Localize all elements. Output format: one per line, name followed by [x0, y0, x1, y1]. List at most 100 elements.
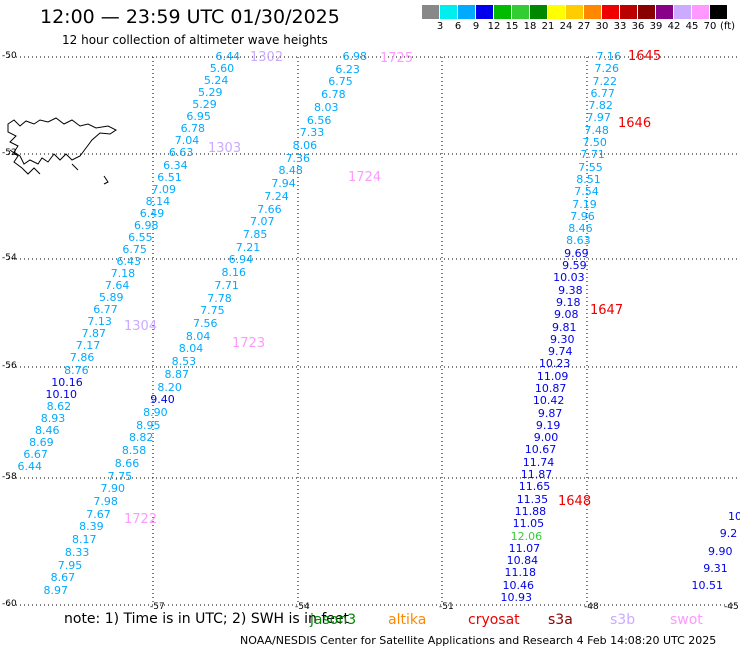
wave-height-value: 8.39	[79, 520, 104, 534]
scale-swatch	[692, 5, 709, 19]
wave-height-value: 10.10	[45, 387, 77, 401]
scale-label: 70	[703, 21, 717, 32]
wave-height-value: 6.77	[590, 86, 615, 100]
scale-swatch	[476, 5, 493, 19]
wave-height-value: 7.78	[207, 291, 232, 305]
pass-time-label: 1647	[590, 303, 624, 318]
wave-height-value: 10.46	[502, 578, 535, 592]
wave-height-value: 8.87	[164, 367, 190, 381]
wave-height-value: 8.06	[292, 139, 318, 152]
wave-height-value: 5.24	[203, 74, 229, 88]
scale-label: 33	[613, 21, 627, 32]
wave-height-value: 10.84	[506, 554, 539, 568]
wave-height-value: 7.13	[87, 315, 112, 329]
wave-height-value: 11.35	[516, 492, 549, 506]
scale-label: 9	[472, 21, 480, 32]
lon-label: -48	[584, 602, 599, 612]
wave-height-value: 7.56	[193, 317, 218, 330]
wave-height-value: 7.21	[235, 240, 261, 254]
wave-height-value: 8.48	[278, 164, 303, 178]
legend-jason3: jason3	[310, 612, 357, 628]
lon-label: -57	[150, 602, 165, 612]
wave-height-value: 8.66	[114, 456, 140, 470]
scale-swatch	[422, 5, 439, 19]
wave-height-value: 7.18	[110, 267, 136, 281]
pass-time-label: 1303	[208, 141, 242, 156]
scale-label: 3	[436, 21, 444, 32]
wave-height-value: 11.18	[504, 566, 537, 580]
wave-height-value: 10.42	[532, 394, 565, 408]
scale-label: 24	[559, 21, 573, 32]
wave-height-value: 9.30	[549, 332, 575, 346]
wave-height-value: 7.24	[264, 189, 289, 203]
wave-height-value: 11.88	[514, 504, 547, 518]
wave-height-value: 8.95	[136, 418, 161, 432]
wave-height-value: 11.87	[520, 468, 553, 482]
wave-height-value: 9.19	[535, 418, 561, 432]
scale-swatch	[656, 5, 673, 19]
wave-height-value: 8.03	[314, 100, 339, 114]
wave-height-value: 7.90	[100, 482, 125, 496]
wave-height-value: 6.55	[128, 230, 153, 244]
wave-height-value: 11.05	[512, 517, 545, 531]
wave-height-value: 7.67	[86, 507, 111, 521]
wave-height-value: 7.50	[582, 136, 607, 150]
wave-height-value: 9.59	[562, 259, 587, 273]
wave-height-value: 9.08	[554, 308, 579, 322]
wave-height-value: 10.87	[534, 381, 567, 395]
lat-label: -60	[2, 599, 17, 609]
wave-height-value: 6.75	[328, 75, 353, 89]
wave-height-value: 8.62	[46, 399, 72, 413]
wave-height-value: 7.85	[242, 228, 268, 241]
pass-time-label: 1724	[348, 170, 382, 185]
wave-height-value: 6.98	[133, 218, 159, 232]
wave-height-value: 9.2	[719, 527, 738, 541]
wave-height-value: 10	[728, 510, 740, 523]
wave-height-value: 8.33	[64, 545, 90, 559]
wave-height-value: 8.04	[185, 329, 211, 343]
pass-time-label: 1648	[558, 494, 592, 509]
wave-height-value: 11.09	[536, 369, 569, 383]
wave-height-value: 7.16	[596, 50, 622, 63]
scale-swatch	[494, 5, 511, 19]
pass-time-label: 1725	[380, 51, 414, 66]
scale-swatch	[584, 5, 601, 19]
wave-height-value: 6.44	[215, 50, 241, 63]
wave-height-value: 9.38	[558, 283, 583, 297]
wave-height-value: 9.69	[564, 246, 589, 260]
wave-height-value: 7.75	[200, 304, 225, 318]
wave-height-value: 11.07	[508, 541, 541, 555]
scale-label: 21	[541, 21, 555, 32]
pass-time-label: 1646	[618, 116, 652, 131]
scale-label: 39	[649, 21, 663, 32]
wave-height-value: 6.98	[342, 50, 368, 63]
lat-label: -52	[2, 148, 17, 158]
wave-height-value: 6.75	[122, 242, 147, 256]
wave-height-value: 7.17	[75, 339, 101, 353]
wave-height-value: 7.04	[174, 134, 200, 148]
legend-s3b: s3b	[610, 612, 636, 628]
falkland-islands-coastline	[7, 117, 117, 185]
wave-height-value: 7.55	[578, 160, 603, 174]
wave-height-value: 8.17	[71, 533, 97, 547]
wave-height-value: 10.93	[500, 591, 533, 604]
pass-time-label: 1302	[250, 50, 284, 65]
wave-height-value: 6.43	[116, 255, 142, 268]
wave-height-value: 9.81	[552, 320, 577, 334]
wave-height-value: 6.78	[180, 122, 206, 136]
wave-height-value: 8.51	[576, 172, 601, 186]
wave-height-value: 7.07	[249, 215, 275, 229]
legend-s3a: s3a	[548, 612, 573, 628]
wave-height-value: 7.64	[104, 279, 130, 293]
scale-swatch	[620, 5, 637, 19]
map-footer: NOAA/NESDIS Center for Satellite Applica…	[240, 634, 717, 647]
wave-height-value: 7.71	[580, 148, 605, 162]
wave-height-value: 7.82	[588, 99, 613, 113]
wave-height-value: 6.51	[157, 170, 182, 184]
wave-height-value: 6.23	[335, 62, 360, 76]
wave-height-value: 10.16	[51, 375, 83, 389]
wave-height-value: 7.09	[151, 182, 176, 196]
wave-height-value: 7.66	[257, 202, 282, 216]
